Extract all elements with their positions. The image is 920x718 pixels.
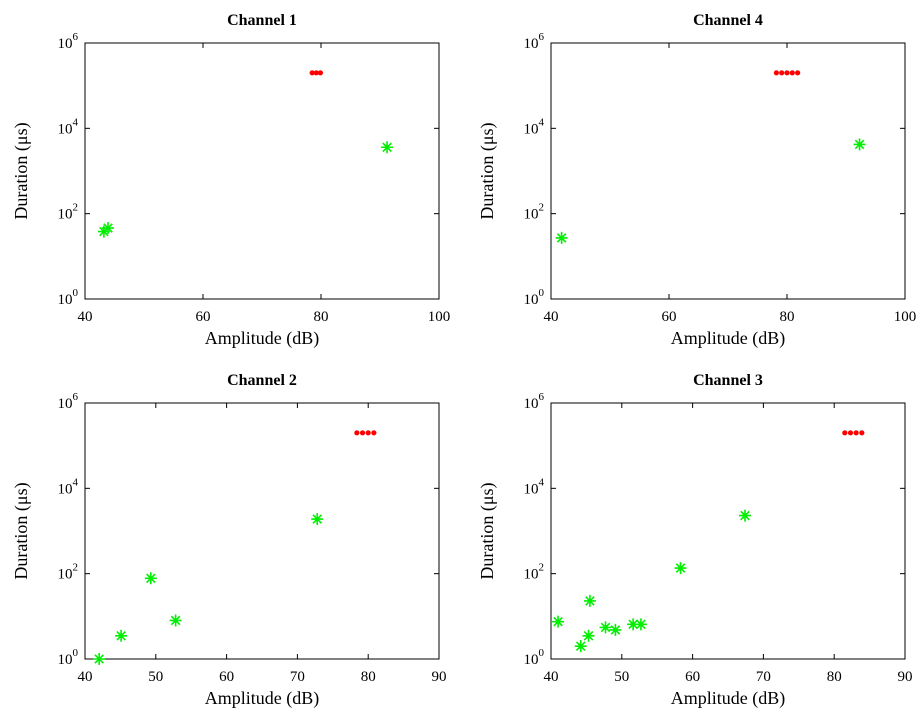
chart3-x-tick-label: 90 — [432, 669, 447, 685]
chart2-x-tick-label: 60 — [662, 309, 677, 325]
chart2-plot-frame — [550, 42, 906, 300]
chart1-green-star-point — [102, 222, 115, 235]
chart3-green-star-point — [144, 572, 157, 585]
chart2-x-tick-label: 80 — [780, 309, 795, 325]
chart4-green-star-point — [634, 618, 647, 631]
chart4-green-star-point — [609, 623, 622, 636]
chart2-x-tick-label: 40 — [544, 309, 559, 325]
chart3-x-tick-label: 40 — [78, 669, 93, 685]
chart2-red-dot-point — [789, 70, 795, 76]
chart1-x-tick-label: 100 — [428, 309, 451, 325]
chart3-x-tick-label: 60 — [219, 669, 234, 685]
chart1-y-tick-label: 104 — [58, 116, 79, 137]
chart3-red-dot-point — [365, 430, 371, 436]
chart1-red-dot-point — [309, 70, 315, 76]
chart2-panel: Channel 4 40 60 80 100 100 102 104 106 Amplitude … — [477, 12, 916, 349]
chart1-x-tick-label: 80 — [314, 309, 329, 325]
chart3-y-tick-label: 106 — [58, 391, 79, 412]
chart2-x-tick-label: 100 — [894, 309, 917, 325]
chart4-y-tick-label: 100 — [524, 647, 545, 668]
chart1-panel: Channel 1 40 60 80 100 100 102 104 106 Amplitude … — [11, 12, 450, 349]
chart4-x-tick-label: 60 — [685, 669, 700, 685]
chart3-green-star-point — [115, 629, 128, 642]
chart4-x-tick-label: 90 — [898, 669, 913, 685]
chart4-red-dot-point — [847, 430, 854, 436]
chart2-red-dot-point — [784, 70, 790, 76]
chart4-x-tick-label: 40 — [544, 669, 559, 685]
chart1-x-axis-label: Amplitude (dB) — [205, 328, 320, 349]
chart1-y-tick-label: 102 — [58, 202, 79, 223]
chart4-green-star-point — [599, 621, 612, 634]
chart4-x-axis-label: Amplitude (dB) — [671, 688, 786, 709]
chart4-y-tick-label: 106 — [524, 391, 545, 412]
chart4-red-dot-point — [853, 430, 859, 436]
chart4-x-tick-label: 50 — [614, 669, 629, 685]
chart1-y-axis-label: Duration (μs) — [11, 122, 32, 219]
chart3-x-tick-label: 80 — [361, 669, 376, 685]
chart3-y-tick-label: 102 — [58, 562, 79, 583]
chart4-title: Channel 3 — [693, 372, 763, 389]
chart4-x-tick-label: 70 — [756, 669, 771, 685]
chart4-y-axis-label: Duration (μs) — [477, 482, 498, 579]
chart3-y-tick-label: 104 — [58, 476, 79, 497]
chart2-y-tick-label: 104 — [524, 116, 545, 137]
chart1-y-tick-label: 106 — [58, 31, 79, 52]
chart1-red-dot-point — [317, 70, 324, 76]
chart4-panel: Channel 3 40 50 60 70 80 90 100 102 104 106 Amplitu… — [477, 372, 913, 709]
chart2-red-dot-point — [779, 70, 785, 76]
chart4-x-tick-label: 80 — [827, 669, 842, 685]
chart3-green-star-point — [311, 513, 324, 526]
chart3-y-axis-label: Duration (μs) — [11, 482, 32, 579]
chart1-y-tick-label: 100 — [58, 287, 79, 308]
chart3-green-star-point — [93, 653, 106, 665]
chart1-red-dot-point — [313, 70, 319, 76]
chart3-x-axis-label: Amplitude (dB) — [205, 688, 320, 709]
chart3-red-dot-point — [359, 430, 366, 436]
chart4-plot-frame — [550, 402, 906, 660]
chart4-green-star-point — [582, 629, 595, 642]
chart4-green-star-point — [627, 618, 640, 631]
chart4-green-star-point — [738, 509, 751, 522]
chart3-x-tick-label: 70 — [290, 669, 305, 685]
chart4-green-star-point — [674, 562, 687, 575]
chart2-x-axis-label: Amplitude (dB) — [671, 328, 786, 349]
chart4-red-dot-point — [859, 430, 865, 436]
chart2-green-star-point — [853, 138, 866, 151]
chart3-x-tick-label: 50 — [148, 669, 163, 685]
chart4-green-star-point — [574, 640, 587, 653]
chart4-red-dot-point — [842, 430, 848, 436]
chart3-green-star-point — [169, 614, 182, 627]
chart2-y-tick-label: 102 — [524, 202, 545, 223]
chart4-green-star-point — [552, 615, 565, 628]
chart3-panel: Channel 2 40 50 60 70 80 90 100 102 104 106 Amplitu… — [11, 372, 447, 709]
chart4-green-star-point — [583, 594, 596, 607]
chart3-red-dot-point — [354, 430, 360, 436]
chart1-title: Channel 1 — [227, 12, 297, 29]
chart1-plot-frame — [84, 42, 440, 300]
chart2-red-dot-point — [795, 70, 801, 76]
chart2-y-axis-label: Duration (μs) — [477, 122, 498, 219]
chart2-red-dot-point — [773, 70, 779, 76]
chart3-title: Channel 2 — [227, 372, 297, 389]
chart2-y-tick-label: 100 — [524, 287, 545, 308]
chart2-title: Channel 4 — [693, 12, 763, 29]
chart1-green-star-point — [381, 141, 394, 154]
chart1-x-tick-label: 60 — [196, 309, 211, 325]
chart2-green-star-point — [555, 231, 568, 244]
chart4-y-tick-label: 104 — [524, 476, 545, 497]
chart3-y-tick-label: 100 — [58, 647, 79, 668]
chart3-red-dot-point — [371, 430, 377, 436]
chart3-plot-frame — [84, 402, 440, 660]
chart4-y-tick-label: 102 — [524, 562, 545, 583]
chart1-x-tick-label: 40 — [78, 309, 93, 325]
chart2-y-tick-label: 106 — [524, 31, 545, 52]
